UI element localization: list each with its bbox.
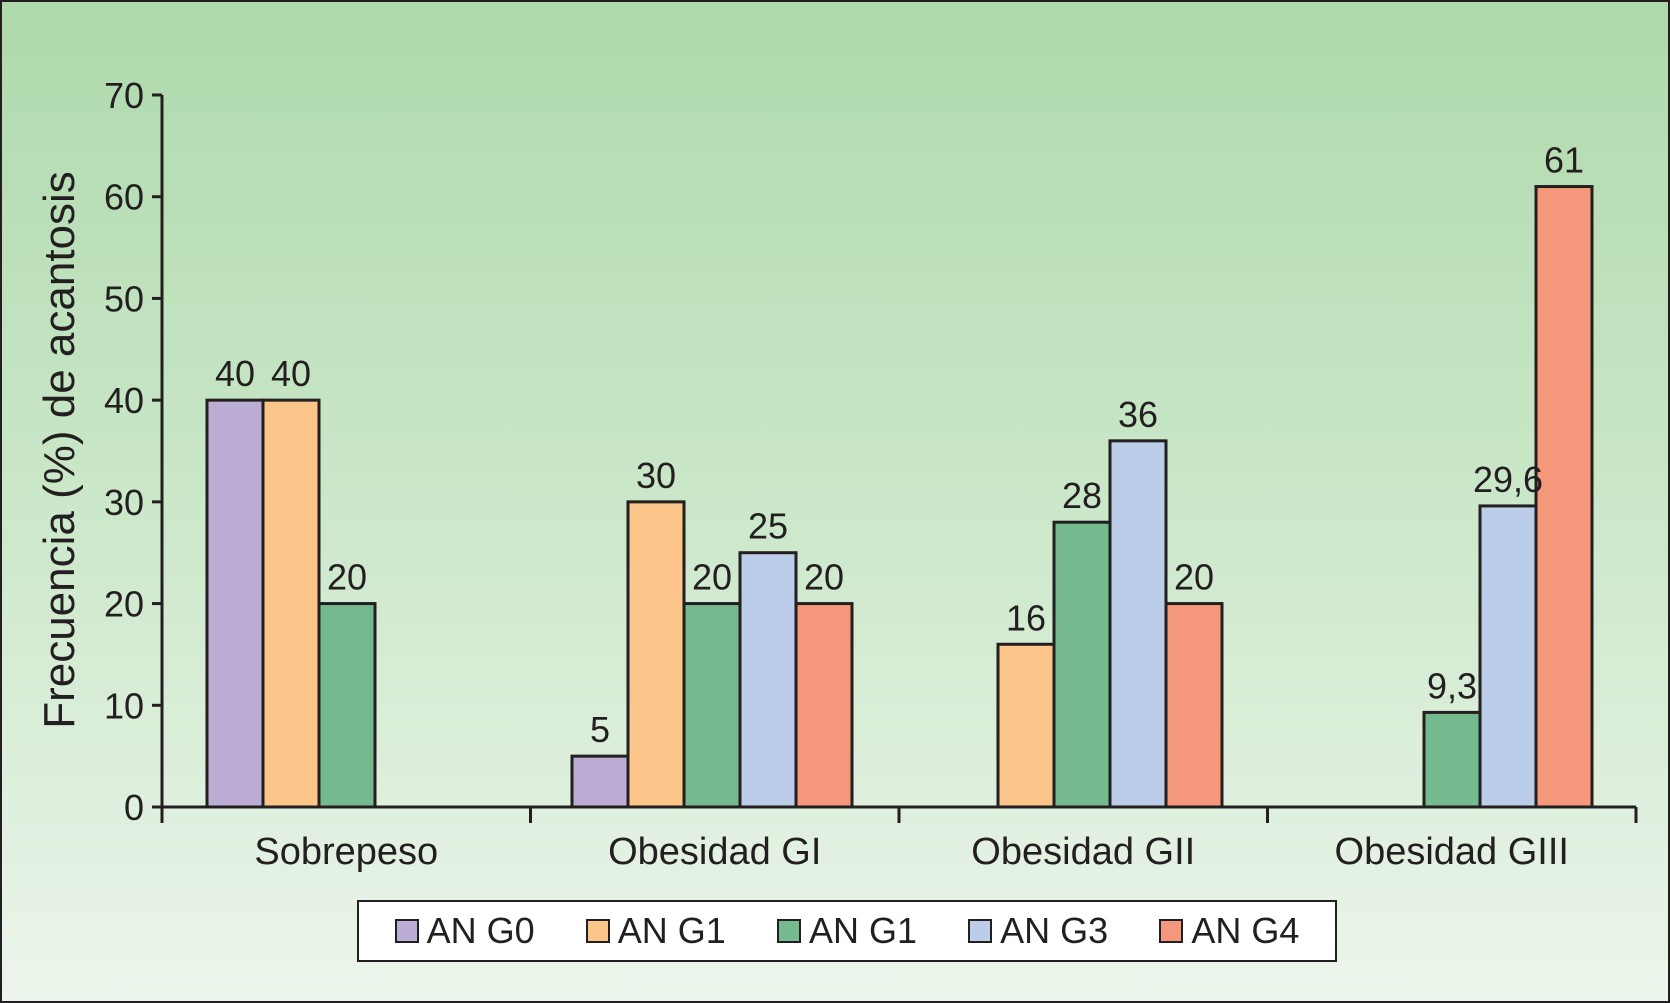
data-label: 20 bbox=[804, 557, 844, 598]
legend-label: AN G1 bbox=[808, 910, 917, 951]
x-tick-label: Sobrepeso bbox=[254, 831, 438, 873]
data-label: 5 bbox=[590, 709, 610, 750]
y-axis-title: Frecuencia (%) de acantosis bbox=[35, 171, 84, 729]
data-label: 20 bbox=[327, 557, 367, 598]
bar bbox=[794, 602, 854, 809]
legend: AN G0 AN G1 AN G1 AN G3 AN G4 bbox=[357, 900, 1337, 962]
bars-group bbox=[205, 185, 1594, 809]
legend-label: AN G0 bbox=[426, 910, 535, 951]
y-axis: 0 10 20 30 40 50 60 70 bbox=[104, 75, 164, 828]
bar bbox=[1108, 439, 1168, 809]
legend-item: AN G4 bbox=[1159, 910, 1299, 952]
bar bbox=[570, 754, 630, 809]
x-tick-label: Obesidad GIII bbox=[1335, 831, 1569, 873]
data-label: 28 bbox=[1062, 475, 1102, 516]
x-axis: Sobrepeso Obesidad GI Obesidad GII Obesidad… bbox=[160, 805, 1638, 873]
y-tick-label: 50 bbox=[104, 278, 144, 319]
bar bbox=[205, 398, 265, 809]
data-label: 16 bbox=[1006, 597, 1046, 638]
legend-item: AN G0 bbox=[394, 910, 535, 952]
y-tick-label: 60 bbox=[104, 177, 144, 218]
bar bbox=[317, 602, 377, 809]
data-label: 36 bbox=[1118, 394, 1158, 435]
data-label: 61 bbox=[1544, 140, 1584, 181]
legend-item: AN G1 bbox=[585, 910, 726, 952]
legend-swatch bbox=[968, 919, 993, 943]
bar bbox=[626, 500, 686, 809]
y-tick-label: 40 bbox=[104, 380, 144, 421]
legend-swatch bbox=[394, 919, 419, 943]
legend-label: AN G1 bbox=[617, 910, 726, 951]
x-tick-label: Obesidad GII bbox=[971, 831, 1195, 873]
data-label: 25 bbox=[748, 506, 788, 547]
legend-swatch bbox=[585, 919, 610, 943]
data-label: 40 bbox=[215, 353, 255, 394]
data-label: 30 bbox=[636, 455, 676, 496]
data-label: 29,6 bbox=[1473, 459, 1543, 500]
legend-item: AN G1 bbox=[776, 910, 917, 952]
legend-item: AN G3 bbox=[968, 910, 1108, 952]
bar bbox=[1052, 520, 1112, 809]
legend-label: AN G4 bbox=[1191, 910, 1300, 951]
bar bbox=[1164, 602, 1224, 809]
data-label: 20 bbox=[692, 557, 732, 598]
bar bbox=[261, 398, 321, 809]
bar bbox=[1478, 504, 1538, 809]
bar bbox=[738, 551, 798, 809]
y-tick-label: 30 bbox=[104, 482, 144, 523]
value-labels-group: 40 40 20 5 30 20 25 20 16 28 36 20 9,3 29,6 61 bbox=[215, 140, 1584, 751]
y-tick-label: 10 bbox=[104, 685, 144, 726]
y-tick-label: 70 bbox=[104, 75, 144, 116]
x-tick-label: Obesidad GI bbox=[608, 831, 821, 873]
data-label: 40 bbox=[271, 353, 311, 394]
bar bbox=[996, 642, 1056, 809]
y-tick-label: 0 bbox=[124, 787, 144, 828]
legend-label: AN G3 bbox=[1000, 910, 1109, 951]
bar bbox=[682, 602, 742, 809]
bar bbox=[1534, 185, 1594, 809]
bar bbox=[1422, 710, 1482, 809]
data-label: 20 bbox=[1174, 557, 1214, 598]
legend-swatch bbox=[1159, 919, 1184, 943]
data-label: 9,3 bbox=[1427, 665, 1477, 706]
legend-swatch bbox=[776, 919, 801, 943]
y-tick-label: 20 bbox=[104, 584, 144, 625]
